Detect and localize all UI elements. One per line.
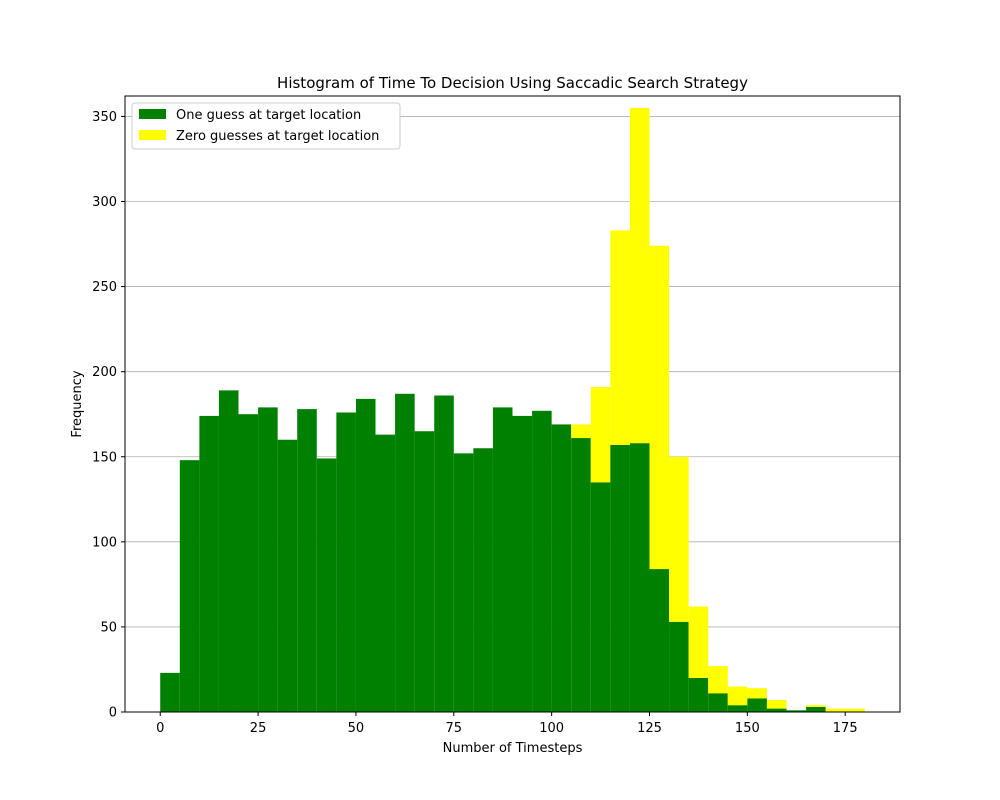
bar-one-guess xyxy=(551,424,572,712)
x-tick-label: 0 xyxy=(156,721,164,736)
x-tick-label: 50 xyxy=(348,721,365,736)
x-tick-label: 150 xyxy=(735,721,760,736)
bar-one-guess xyxy=(590,482,611,712)
bar-zero-guesses xyxy=(845,708,865,712)
x-axis-label: Number of Timesteps xyxy=(443,741,583,756)
bar-zero-guesses xyxy=(766,700,787,709)
bar-one-guess xyxy=(434,395,454,712)
bar-one-guess xyxy=(688,677,709,712)
y-tick-label: 250 xyxy=(92,280,117,295)
bar-zero-guesses xyxy=(629,107,650,444)
bar-one-guess xyxy=(610,444,630,712)
legend-label-one-guess: One guess at target location xyxy=(176,108,361,123)
bar-one-guess xyxy=(160,672,180,712)
bar-zero-guesses xyxy=(688,606,709,678)
y-axis-label: Frequency xyxy=(70,370,85,437)
bar-one-guess xyxy=(336,412,356,712)
chart-title: Histogram of Time To Decision Using Sacc… xyxy=(277,74,748,92)
y-axis-ticks: 0 50 100 150 200 250 300 350 xyxy=(92,110,125,721)
bar-zero-guesses xyxy=(708,666,728,694)
y-tick-label: 300 xyxy=(92,195,117,210)
bar-one-guess xyxy=(492,407,513,712)
legend: One guess at target location Zero guesse… xyxy=(131,102,401,150)
bar-zero-guesses xyxy=(649,245,670,570)
bar-one-guess xyxy=(277,439,298,712)
bar-zero-guesses xyxy=(747,688,767,699)
bar-one-guess xyxy=(708,693,728,712)
bar-zero-guesses xyxy=(669,456,689,622)
y-tick-label: 0 xyxy=(109,706,117,721)
legend-swatch-one-guess xyxy=(139,109,166,119)
bar-one-guess xyxy=(297,409,317,712)
bar-one-guess xyxy=(649,569,670,712)
bar-one-guess xyxy=(669,621,689,712)
bar-one-guess xyxy=(355,398,376,712)
bar-one-guess xyxy=(571,438,591,712)
bar-one-guess xyxy=(766,708,787,712)
bar-one-guess xyxy=(806,706,826,712)
legend-swatch-zero-guesses xyxy=(139,130,166,140)
bar-one-guess xyxy=(316,458,337,712)
y-tick-label: 200 xyxy=(92,365,117,380)
bar-one-guess xyxy=(218,390,239,712)
bar-one-guess xyxy=(629,443,650,712)
bar-zero-guesses xyxy=(806,705,826,707)
y-tick-label: 150 xyxy=(92,450,117,465)
bar-one-guess xyxy=(238,414,259,712)
bar-one-guess xyxy=(473,448,493,712)
y-tick-label: 50 xyxy=(100,620,117,635)
bar-one-guess xyxy=(786,710,807,712)
bar-one-guess xyxy=(512,415,533,712)
x-tick-label: 25 xyxy=(250,721,267,736)
bar-one-guess xyxy=(179,460,200,712)
y-tick-label: 100 xyxy=(92,535,117,550)
bar-zero-guesses xyxy=(727,686,748,706)
bar-one-guess xyxy=(414,431,435,712)
bar-one-guess xyxy=(199,415,219,712)
x-tick-label: 125 xyxy=(637,721,662,736)
bars xyxy=(160,107,865,712)
x-tick-label: 75 xyxy=(446,721,463,736)
x-tick-label: 175 xyxy=(833,721,858,736)
legend-label-zero-guesses: Zero guesses at target location xyxy=(176,129,379,144)
plot-area-frame xyxy=(124,95,901,713)
bar-one-guess xyxy=(375,434,396,712)
bar-one-guess xyxy=(727,705,748,712)
bar-one-guess xyxy=(395,393,415,712)
bar-zero-guesses xyxy=(571,424,591,439)
bar-one-guess xyxy=(453,453,474,712)
bar-zero-guesses xyxy=(825,708,846,712)
bar-zero-guesses xyxy=(610,230,630,445)
x-axis-ticks: 0 25 50 75 100 125 150 175 xyxy=(156,712,858,736)
legend-box xyxy=(131,102,401,150)
bar-one-guess xyxy=(258,407,278,712)
bar-one-guess xyxy=(532,410,552,712)
bar-one-guess xyxy=(747,698,767,712)
y-tick-label: 350 xyxy=(92,110,117,125)
x-tick-label: 100 xyxy=(539,721,564,736)
bar-zero-guesses xyxy=(590,386,611,483)
